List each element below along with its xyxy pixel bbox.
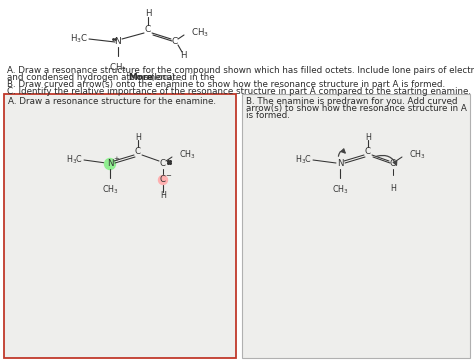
Text: menu).: menu).	[144, 73, 178, 82]
Text: C: C	[160, 176, 166, 185]
Text: H: H	[180, 51, 186, 60]
Text: CH$_3$: CH$_3$	[179, 149, 196, 161]
Text: arrow(s) to show how the resonance structure in A: arrow(s) to show how the resonance struc…	[246, 104, 467, 113]
Text: C: C	[135, 147, 141, 156]
Text: N: N	[115, 38, 121, 46]
Text: H$_3$C: H$_3$C	[70, 33, 88, 45]
Text: C: C	[365, 147, 371, 156]
Text: C. Identify the relative importance of the resonance structure in part A compare: C. Identify the relative importance of t…	[7, 87, 471, 96]
Text: H$_3$C: H$_3$C	[295, 154, 312, 166]
Bar	[4, 94, 236, 358]
Circle shape	[158, 176, 167, 185]
Text: H: H	[365, 132, 371, 142]
Text: CH$_3$: CH$_3$	[101, 183, 118, 195]
Text: CH$_3$: CH$_3$	[409, 149, 426, 161]
FancyArrowPatch shape	[338, 149, 345, 156]
Text: CH$_3$: CH$_3$	[191, 27, 209, 39]
Text: +: +	[113, 156, 119, 162]
Text: A. Draw a resonance structure for the compound shown which has filled octets. In: A. Draw a resonance structure for the co…	[7, 66, 474, 75]
Text: B. The enamine is predrawn for you. Add curved: B. The enamine is predrawn for you. Add …	[246, 97, 457, 106]
FancyArrowPatch shape	[377, 155, 397, 165]
Text: and condensed hydrogen atoms (located in the: and condensed hydrogen atoms (located in…	[7, 73, 218, 82]
Text: A. Draw a resonance structure for the enamine.: A. Draw a resonance structure for the en…	[8, 97, 216, 106]
Text: N: N	[337, 160, 343, 168]
Text: −: −	[165, 173, 171, 179]
Text: H: H	[135, 132, 141, 142]
Text: C: C	[390, 160, 396, 168]
Text: H: H	[390, 184, 396, 193]
Text: C: C	[172, 38, 178, 46]
Text: H: H	[145, 9, 151, 18]
Text: H: H	[160, 190, 166, 199]
Text: B. Draw curved arrow(s) onto the enamine to show how the resonance structure in : B. Draw curved arrow(s) onto the enamine…	[7, 80, 445, 89]
Text: N: N	[107, 160, 113, 168]
Text: is formed.: is formed.	[246, 111, 290, 120]
Text: C: C	[145, 25, 151, 34]
Circle shape	[104, 159, 116, 169]
Text: H$_3$C: H$_3$C	[66, 154, 83, 166]
Bar	[242, 94, 470, 358]
Text: More: More	[128, 73, 153, 82]
Text: C: C	[160, 160, 166, 168]
Text: CH$_3$: CH$_3$	[332, 183, 348, 195]
Text: CH$_3$: CH$_3$	[109, 62, 127, 75]
